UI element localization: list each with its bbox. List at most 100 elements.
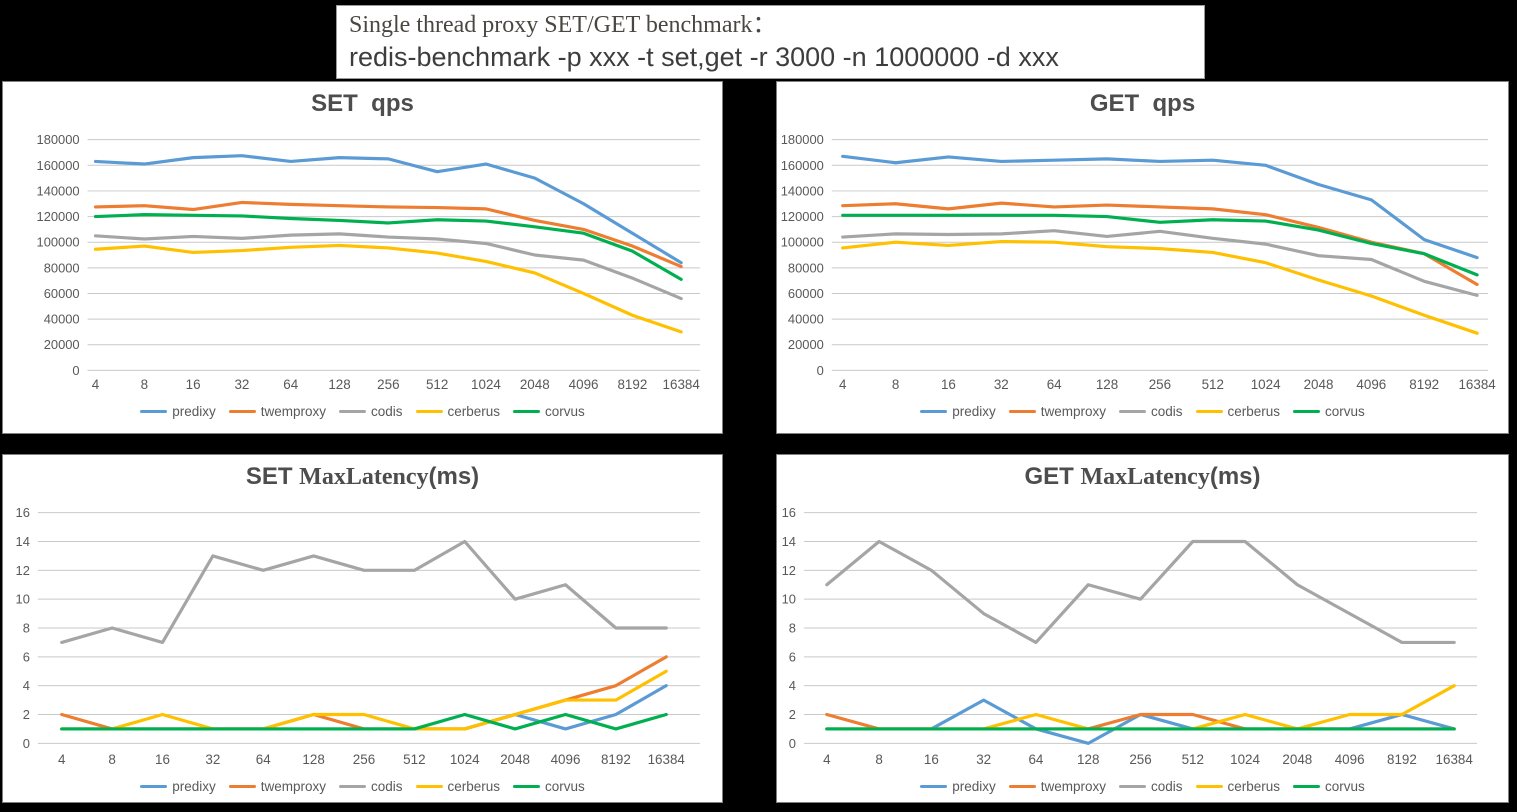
x-tick-label: 8 [141,377,148,392]
chart-plot-get-maxlatency: 0 2 4 6 8 10 12 14 16 4 8 16 32 64 128 256 512 1024 2048 40… [782,505,1478,767]
legend-swatch-icon [228,409,256,414]
benchmark-command: redis-benchmark -p xxx -t set,get -r 300… [349,42,1059,72]
chart-title-part: (ms) [1209,463,1261,490]
y-tick-label: 14 [16,534,30,549]
y-tick-label: 2 [23,707,30,722]
legend-item-twemproxy: twemproxy [1008,779,1106,794]
x-tick-label: 16384 [663,377,701,392]
legend-swatch-icon [338,784,366,789]
legend-swatch-icon [920,409,948,414]
legend-label: codis [370,779,403,794]
y-tick-label: 40000 [788,312,824,327]
legend-label: corvus [545,779,585,794]
y-tick-label: 16 [782,505,796,520]
y-tick-label: 60000 [788,286,824,301]
y-tick-label: 0 [789,736,796,751]
series-line-cerberus [60,669,668,731]
legend-item-corvus: corvus [1293,404,1365,419]
chart-title-part: GET [1024,463,1081,490]
y-tick-label: 6 [23,649,30,664]
x-tick-label: 128 [328,377,350,392]
series-line-codis [841,229,1479,297]
gridlines [803,512,1478,744]
legend-item-codis: codis [1118,779,1183,794]
x-axis-labels: 4 8 16 32 64 128 256 512 1024 2048 4096 8192 16384 [58,752,685,767]
chart-legend-get-maxlatency: predixy twemproxy codis cerberus corvus [777,779,1508,794]
x-tick-label: 4096 [1356,377,1386,392]
x-tick-label: 64 [1047,377,1062,392]
series-line-cerberus [93,243,683,334]
series-line-twemproxy [93,200,683,269]
chart-legend-get-qps: predixy twemproxy codis cerberus corvus [777,404,1508,419]
legend-swatch-icon [1293,784,1321,789]
y-tick-label: 40000 [44,312,80,327]
legend-item-corvus: corvus [513,779,585,794]
x-tick-label: 16384 [1436,752,1474,767]
series-line-predixy [93,154,683,265]
chart-plot-get-qps: 0 20000 40000 60000 80000 100000 120000 140000 1… [781,132,1497,392]
legend-label: predixy [172,404,216,419]
chart-panel-set-qps: SET qps 0 20000 40000 60000 80000 100000 12000… [2,81,723,434]
chart-plot-set-maxlatency: 0 2 4 6 8 10 12 14 16 4 8 16 32 64 128 256 512 1024 2048 40… [16,505,701,767]
x-tick-label: 64 [1028,752,1043,767]
legend-item-corvus: corvus [513,404,585,419]
legend-item-codis: codis [338,779,403,794]
x-tick-label: 8 [892,377,899,392]
legend-swatch-icon [1118,784,1146,789]
x-tick-label: 32 [994,377,1009,392]
x-tick-label: 4096 [1335,752,1365,767]
x-tick-label: 8192 [601,752,631,767]
y-tick-label: 0 [23,736,30,751]
x-tick-label: 512 [1202,377,1224,392]
legend-label: corvus [1325,404,1365,419]
series-line-codis [60,539,668,645]
x-tick-label: 16 [155,752,170,767]
x-tick-label: 8192 [617,377,647,392]
x-tick-label: 256 [1149,377,1171,392]
legend-swatch-icon [228,784,256,789]
y-tick-label: 80000 [788,260,824,275]
chart-legend-set-qps: predixy twemproxy codis cerberus corvus [3,404,722,419]
x-tick-label: 4 [839,377,847,392]
legend-swatch-icon [140,784,168,789]
chart-panel-get-qps: GET qps 0 20000 40000 60000 80000 100000 12000… [776,81,1509,434]
y-axis-labels: 0 20000 40000 60000 80000 100000 120000 140000 1… [781,132,824,378]
x-tick-label: 64 [256,752,271,767]
chart-title-part: (ms) [428,463,480,490]
series-line-corvus [93,213,683,281]
y-tick-label: 8 [789,620,796,635]
x-tick-label: 1024 [450,752,480,767]
chart-title-set-maxlatency: SET MaxLatency(ms) [3,463,722,491]
x-tick-label: 2048 [500,752,530,767]
chart-panel-set-maxlatency: SET MaxLatency(ms) 0 2 4 6 8 10 12 14 16 4 8 16 32 64… [2,454,723,803]
x-tick-label: 2048 [1304,377,1334,392]
legend-swatch-icon [1195,409,1223,414]
y-tick-label: 100000 [781,235,824,250]
y-tick-label: 8 [23,620,30,635]
legend-item-cerberus: cerberus [415,779,501,794]
legend-item-twemproxy: twemproxy [228,779,326,794]
legend-item-predixy: predixy [920,779,996,794]
legend-item-predixy: predixy [920,404,996,419]
y-tick-label: 120000 [37,209,80,224]
y-axis-labels: 0 20000 40000 60000 80000 100000 120000 140000 1… [37,132,80,378]
legend-swatch-icon [1008,409,1036,414]
x-tick-label: 8 [875,752,882,767]
legend-item-twemproxy: twemproxy [228,404,326,419]
legend-label: predixy [952,779,996,794]
y-axis-labels: 0 2 4 6 8 10 12 14 16 [782,505,796,751]
legend-label: cerberus [447,779,501,794]
x-tick-label: 256 [377,377,399,392]
y-tick-label: 12 [16,563,30,578]
y-tick-label: 100000 [37,235,80,250]
legend-item-predixy: predixy [140,404,216,419]
y-tick-label: 0 [72,363,79,378]
x-tick-label: 256 [1129,752,1151,767]
chart-title-part: MaxLatency [299,464,429,490]
x-tick-label: 16 [941,377,956,392]
legend-swatch-icon [920,784,948,789]
legend-item-corvus: corvus [1293,779,1365,794]
legend-label: twemproxy [1040,779,1106,794]
y-tick-label: 14 [782,534,796,549]
legend-label: cerberus [1227,404,1281,419]
